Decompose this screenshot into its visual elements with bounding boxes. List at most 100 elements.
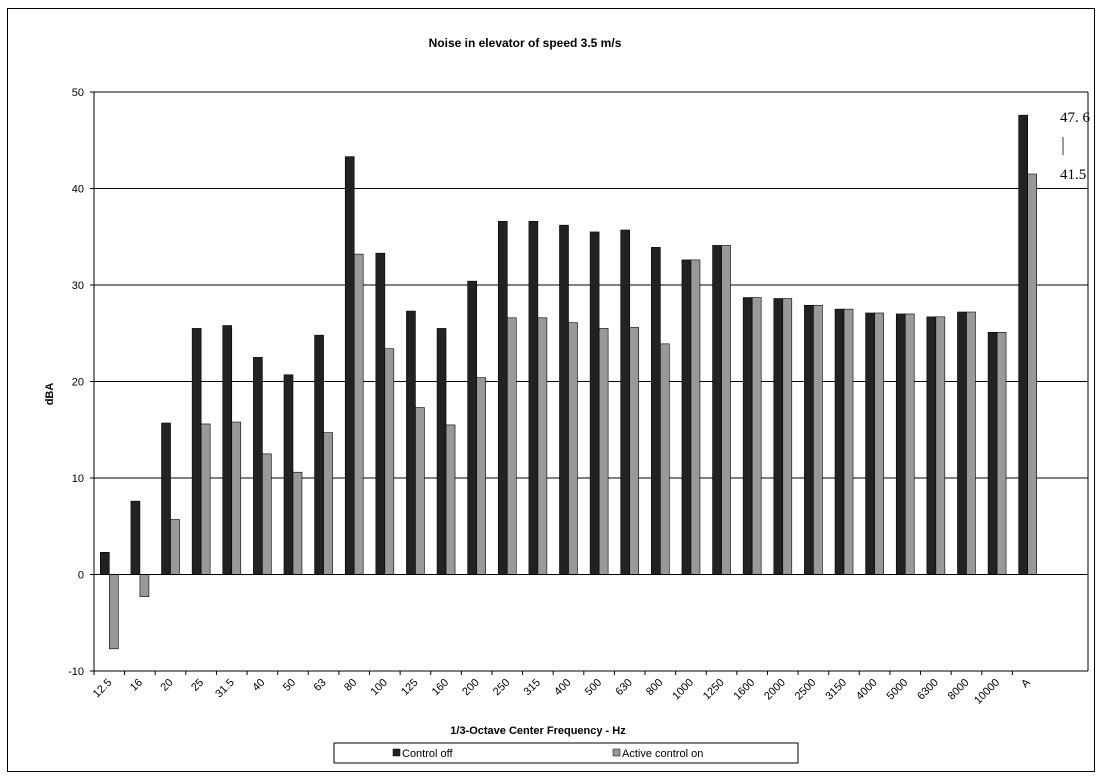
annotation-control-off-total: 47. 6 — [1060, 110, 1091, 126]
bar-control-off — [773, 298, 784, 575]
bar-active-control-on — [813, 304, 823, 575]
chart-title: Noise in elevator of speed 3.5 m/s — [429, 36, 622, 50]
bar-active-control-on — [323, 432, 333, 575]
bar-control-off — [804, 304, 814, 575]
chart-svg: Noise in elevator of speed 3.5 m/s -10 0 1… — [44, 36, 1091, 764]
bar-active-control-on — [445, 424, 456, 575]
bar-active-control-on — [629, 327, 640, 575]
bar-active-control-on — [139, 574, 150, 597]
x-tick-label: 5000 — [885, 677, 911, 703]
bar-active-control-on — [262, 453, 272, 575]
y-tick-label: -10 — [68, 666, 84, 678]
bar-active-control-on — [292, 471, 303, 575]
x-tick-label: 160 — [430, 677, 451, 698]
x-tick-label: 2500 — [793, 677, 819, 703]
bar-control-off — [130, 500, 141, 575]
bar-control-off — [253, 357, 263, 575]
bar-control-off — [926, 316, 937, 575]
legend-swatch-control-off — [392, 748, 401, 757]
bar-active-control-on — [660, 343, 670, 575]
y-tick-label: 50 — [72, 87, 84, 99]
annotations: 47. 6 41.5 — [1060, 110, 1091, 183]
bar-control-off — [589, 231, 600, 575]
x-tick-label: 2000 — [762, 677, 788, 703]
y-tick-label: 0 — [78, 570, 84, 582]
x-tick-label: 6300 — [915, 677, 941, 703]
x-tick-label: 250 — [491, 677, 512, 698]
bar-control-off — [987, 331, 998, 575]
legend-label-active-control-on: Active control on — [622, 748, 703, 760]
bar-control-off — [651, 247, 661, 575]
bar-active-control-on — [200, 423, 211, 575]
bar-active-control-on — [506, 317, 517, 575]
y-tick-labels: -10 0 10 20 30 40 50 — [68, 87, 84, 678]
x-tick-label: 40 — [250, 677, 267, 694]
x-tick-label: 4000 — [854, 677, 880, 703]
bar-control-off — [895, 313, 906, 575]
x-tick-label: A — [1019, 676, 1033, 690]
bar-control-off — [406, 310, 416, 575]
bar-control-off — [957, 311, 967, 575]
bar-control-off — [344, 156, 355, 575]
bar-control-off — [222, 325, 233, 575]
bar-control-off — [100, 552, 110, 575]
bar-control-off — [1018, 114, 1028, 575]
x-tick-label: 125 — [399, 677, 420, 698]
annotation-active-control-total: 41.5 — [1060, 167, 1086, 183]
bar-control-off — [712, 245, 722, 575]
bar-active-control-on — [231, 421, 242, 575]
x-tick-label: 1000 — [670, 677, 696, 703]
legend-box — [333, 742, 799, 764]
x-tick-label: 100 — [368, 677, 389, 698]
x-tick-label: 50 — [281, 677, 298, 694]
legend-swatch-active-control-on — [612, 748, 621, 757]
legend-label-control-off: Control off — [402, 748, 453, 760]
y-axis-label: dBA — [44, 383, 56, 406]
bar-control-off — [528, 221, 539, 575]
x-tick-label: 16 — [128, 677, 145, 694]
x-tick-label: 12.5 — [91, 677, 115, 701]
bar-active-control-on — [935, 316, 946, 575]
bar-active-control-on — [843, 308, 854, 575]
x-tick-label: 3150 — [823, 677, 849, 703]
chart-frame: Noise in elevator of speed 3.5 m/s -10 0 1… — [7, 8, 1095, 772]
bar-control-off — [497, 221, 508, 575]
bar-active-control-on — [966, 311, 976, 575]
x-tick-labels: 12.5 16 20 25 31.5 40 50 63 80 100 125 160 200 250 315… — [91, 676, 1033, 707]
axes — [90, 91, 1089, 675]
bar-control-off — [620, 229, 631, 575]
bar-control-off — [467, 280, 477, 575]
x-tick-label: 400 — [552, 677, 573, 698]
y-tick-label: 10 — [72, 473, 84, 485]
bar-active-control-on — [782, 298, 793, 575]
bar-active-control-on — [721, 245, 731, 575]
bar-active-control-on — [353, 253, 364, 575]
x-tick-label: 8000 — [946, 677, 972, 703]
x-tick-label: 630 — [613, 677, 634, 698]
bar-active-control-on — [170, 519, 180, 575]
y-tick-label: 30 — [72, 280, 84, 292]
bar-active-control-on — [568, 322, 578, 575]
y-tick-label: 20 — [72, 377, 84, 389]
bar-active-control-on — [598, 328, 609, 575]
x-tick-label: 63 — [312, 677, 329, 694]
bar-control-off — [436, 328, 447, 575]
bar-active-control-on — [384, 348, 395, 575]
bar-active-control-on — [415, 407, 425, 575]
x-tick-label: 80 — [342, 677, 359, 694]
bar-control-off — [161, 422, 171, 575]
y-tick-label: 40 — [72, 184, 84, 196]
x-tick-label: 800 — [644, 677, 665, 698]
bar-control-off — [375, 252, 386, 575]
bar-control-off — [834, 308, 845, 575]
bar-active-control-on — [690, 259, 701, 575]
x-tick-label: 10000 — [972, 677, 1002, 707]
x-tick-label: 20 — [159, 677, 176, 694]
x-tick-label: 200 — [460, 677, 481, 698]
bar-control-off — [559, 224, 569, 575]
bar-active-control-on — [996, 331, 1007, 575]
bar-control-off — [283, 374, 294, 575]
legend: Control off Active control on — [333, 742, 799, 764]
x-axis-label: 1/3-Octave Center Frequency - Hz — [450, 725, 626, 737]
x-tick-label: 1600 — [732, 677, 758, 703]
